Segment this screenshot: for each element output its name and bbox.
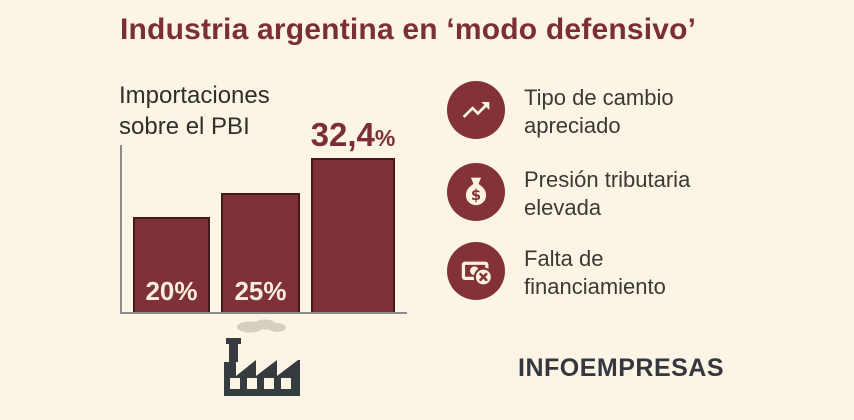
bar-imports-year3	[311, 158, 395, 312]
factor-line: elevada	[524, 195, 602, 220]
factor-line: financiamiento	[524, 274, 666, 299]
bar-value-label: 25%	[234, 276, 287, 306]
factor-line: Tipo de cambio	[524, 85, 674, 110]
factor-tax-burden: Presión tributaria elevada	[524, 166, 690, 222]
factor-line: Presión tributaria	[524, 167, 691, 192]
bar-value-label: 20%	[145, 276, 198, 306]
page-title: Industria argentina en ‘modo defensivo’	[120, 13, 697, 46]
bar-imports-year1: 20%	[133, 217, 210, 312]
factor-line: Falta de	[524, 246, 604, 271]
x-axis	[120, 312, 407, 314]
top-label-percent: %	[374, 125, 396, 151]
money-bag-icon: $	[447, 163, 505, 221]
trending-up-icon	[447, 81, 505, 139]
factory-icon	[224, 319, 300, 396]
money-crossed-icon	[447, 242, 505, 300]
factor-financing: Falta de financiamiento	[524, 245, 666, 301]
top-label-number: 32,4	[310, 116, 375, 153]
chart-title: Importaciones sobre el PBI	[119, 82, 270, 140]
factor-exchange-rate: Tipo de cambio apreciado	[524, 84, 674, 140]
bar-value-label-top: 32,4%	[307, 116, 399, 154]
factory-windows	[230, 378, 291, 389]
bar-imports-year2: 25%	[221, 193, 300, 312]
svg-text:$: $	[471, 187, 481, 204]
factor-line: apreciado	[524, 113, 621, 138]
smoke-cloud	[237, 319, 286, 333]
y-axis	[120, 145, 122, 314]
brand-logo: INFOEMPRESAS	[518, 354, 725, 382]
